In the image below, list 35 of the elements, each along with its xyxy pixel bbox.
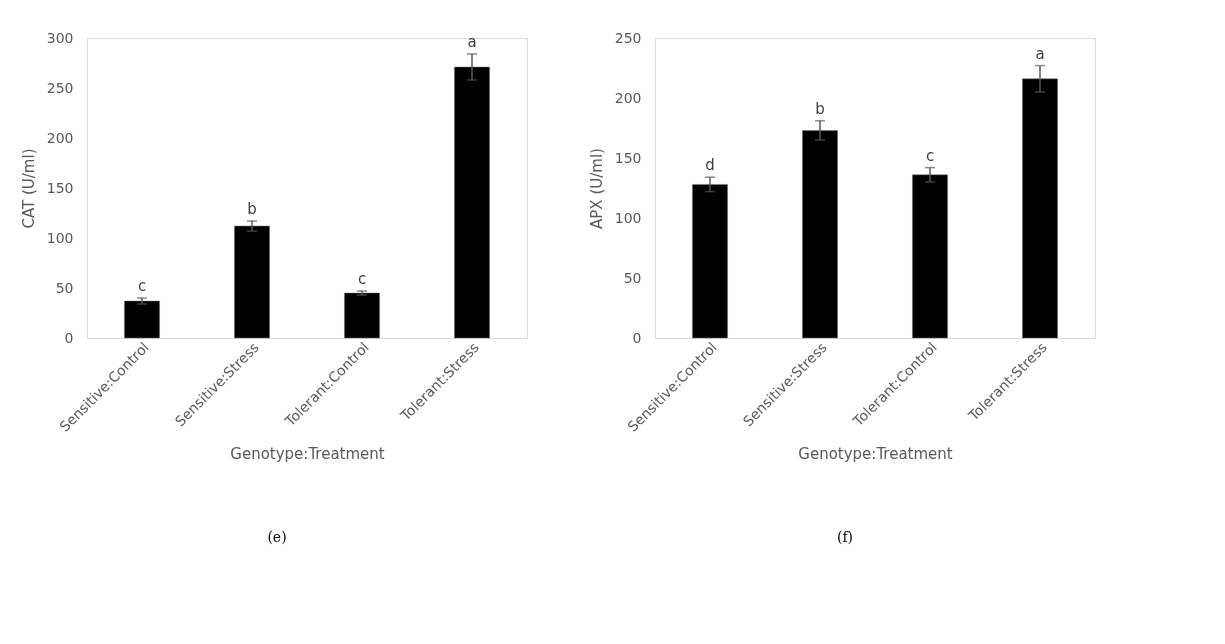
- text: (f): [836, 529, 854, 545]
- y-tick-label: 250: [46, 79, 74, 96]
- annotation: c: [925, 146, 935, 165]
- y-tick-label: 200: [46, 129, 74, 146]
- y-axis-title: APX (U/ml): [587, 148, 606, 229]
- y-tick-label: 150: [46, 179, 74, 196]
- y-tick-label: 150: [614, 149, 642, 166]
- annotation: a: [1035, 44, 1045, 63]
- y-tick-label: 0: [632, 329, 642, 346]
- annotation: c: [137, 277, 147, 295]
- bar: [912, 174, 948, 339]
- y-axis-title: CAT (U/ml): [19, 148, 38, 229]
- bar: [802, 130, 838, 339]
- y-tick-label: 50: [623, 269, 642, 286]
- y-tick-label: 300: [46, 29, 74, 46]
- bar: [344, 292, 380, 339]
- annotation: a: [467, 33, 477, 51]
- y-tick-label: 100: [614, 209, 642, 226]
- y-tick-label: 100: [46, 229, 74, 246]
- y-tick-label: 200: [614, 89, 642, 106]
- annotation: b: [247, 200, 257, 218]
- bar: [124, 300, 160, 339]
- annotation: c: [357, 270, 367, 288]
- annotation: b: [815, 99, 825, 118]
- x-axis-title: Genotype:Treatment: [798, 444, 953, 463]
- annotation: d: [705, 156, 715, 175]
- bar: [454, 66, 490, 339]
- bar: [692, 184, 728, 339]
- y-tick-label: 50: [55, 279, 74, 296]
- bar: [1022, 78, 1058, 339]
- x-axis-title: Genotype:Treatment: [230, 444, 385, 463]
- bar: [234, 225, 270, 339]
- y-tick-label: 0: [64, 329, 74, 346]
- y-tick-label: 250: [614, 29, 642, 46]
- text: (e): [267, 529, 287, 545]
